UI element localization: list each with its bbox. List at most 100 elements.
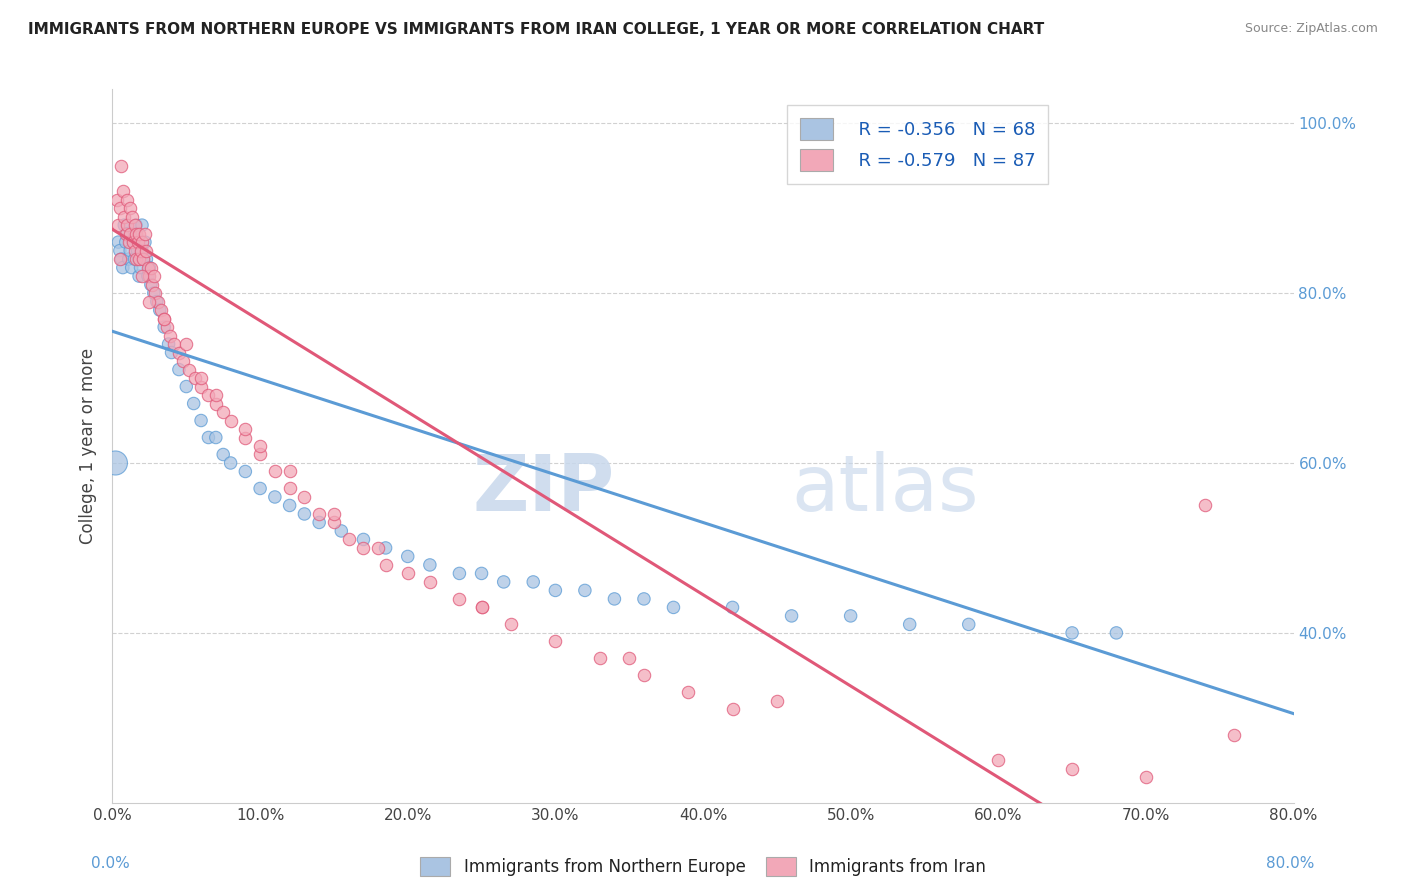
Point [150, 303, 173, 318]
Point [249, 482, 271, 496]
Point [205, 388, 228, 402]
Point [124, 218, 146, 232]
Point [120, 227, 142, 241]
Point [205, 430, 228, 444]
Point [163, 337, 186, 351]
Point [492, 574, 515, 589]
Point [367, 541, 389, 555]
Text: ZIP: ZIP [472, 450, 614, 527]
Point [603, 591, 626, 606]
Point [330, 524, 353, 538]
Point [292, 507, 315, 521]
Point [1105, 626, 1128, 640]
Point [449, 566, 471, 581]
Point [292, 490, 315, 504]
Point [117, 218, 138, 232]
Point [138, 269, 160, 284]
Point [108, 201, 131, 215]
Point [131, 218, 153, 232]
Point [135, 252, 157, 266]
Point [396, 566, 419, 581]
Point [128, 269, 150, 284]
Point [419, 558, 441, 572]
Point [633, 668, 655, 682]
Point [174, 379, 197, 393]
Point [142, 269, 165, 284]
Point [212, 405, 235, 419]
Point [128, 252, 150, 266]
Point [449, 591, 471, 606]
Point [156, 320, 179, 334]
Point [121, 210, 143, 224]
Point [118, 235, 141, 249]
Point [132, 252, 155, 266]
Point [522, 574, 544, 589]
Point [172, 354, 194, 368]
Point [131, 244, 153, 258]
Point [183, 396, 205, 410]
Point [308, 507, 330, 521]
Point [721, 600, 744, 615]
Point [118, 252, 141, 266]
Point [110, 252, 132, 266]
Point [107, 235, 129, 249]
Point [153, 311, 176, 326]
Point [766, 694, 789, 708]
Point [184, 371, 207, 385]
Point [120, 201, 142, 215]
Point [470, 600, 494, 615]
Point [619, 651, 641, 665]
Point [197, 430, 219, 444]
Text: 80.0%: 80.0% [1267, 856, 1315, 871]
Point [124, 244, 146, 258]
Point [148, 294, 170, 309]
Point [190, 379, 212, 393]
Point [574, 583, 596, 598]
Point [125, 252, 148, 266]
Point [107, 218, 129, 232]
Point [957, 617, 980, 632]
Point [159, 328, 181, 343]
Point [132, 252, 155, 266]
Point [337, 533, 360, 547]
Point [139, 260, 162, 275]
Point [167, 362, 190, 376]
Point [205, 396, 228, 410]
Point [134, 235, 156, 249]
Point [1223, 728, 1246, 742]
Point [233, 465, 256, 479]
Point [138, 294, 160, 309]
Legend:   R = -0.356   N = 68,   R = -0.579   N = 87: R = -0.356 N = 68, R = -0.579 N = 87 [787, 105, 1049, 184]
Point [219, 456, 242, 470]
Point [264, 465, 287, 479]
Point [233, 430, 256, 444]
Point [323, 507, 346, 521]
Point [131, 269, 153, 284]
Point [114, 227, 136, 241]
Point [987, 753, 1010, 767]
Point [249, 448, 271, 462]
Text: IMMIGRANTS FROM NORTHERN EUROPE VS IMMIGRANTS FROM IRAN COLLEGE, 1 YEAR OR MORE : IMMIGRANTS FROM NORTHERN EUROPE VS IMMIG… [28, 22, 1045, 37]
Point [125, 227, 148, 241]
Point [117, 193, 138, 207]
Point [233, 422, 256, 436]
Point [112, 210, 135, 224]
Point [136, 269, 159, 284]
Point [470, 600, 494, 615]
Point [117, 227, 138, 241]
Point [839, 608, 862, 623]
Point [544, 583, 567, 598]
Point [104, 456, 127, 470]
Point [780, 608, 803, 623]
Point [470, 566, 494, 581]
Text: atlas: atlas [792, 450, 979, 527]
Point [143, 286, 166, 301]
Point [129, 244, 152, 258]
Point [153, 311, 176, 326]
Point [678, 685, 700, 699]
Point [1135, 770, 1157, 784]
Point [396, 549, 419, 564]
Point [122, 235, 145, 249]
Point [128, 252, 150, 266]
Point [1062, 762, 1084, 776]
